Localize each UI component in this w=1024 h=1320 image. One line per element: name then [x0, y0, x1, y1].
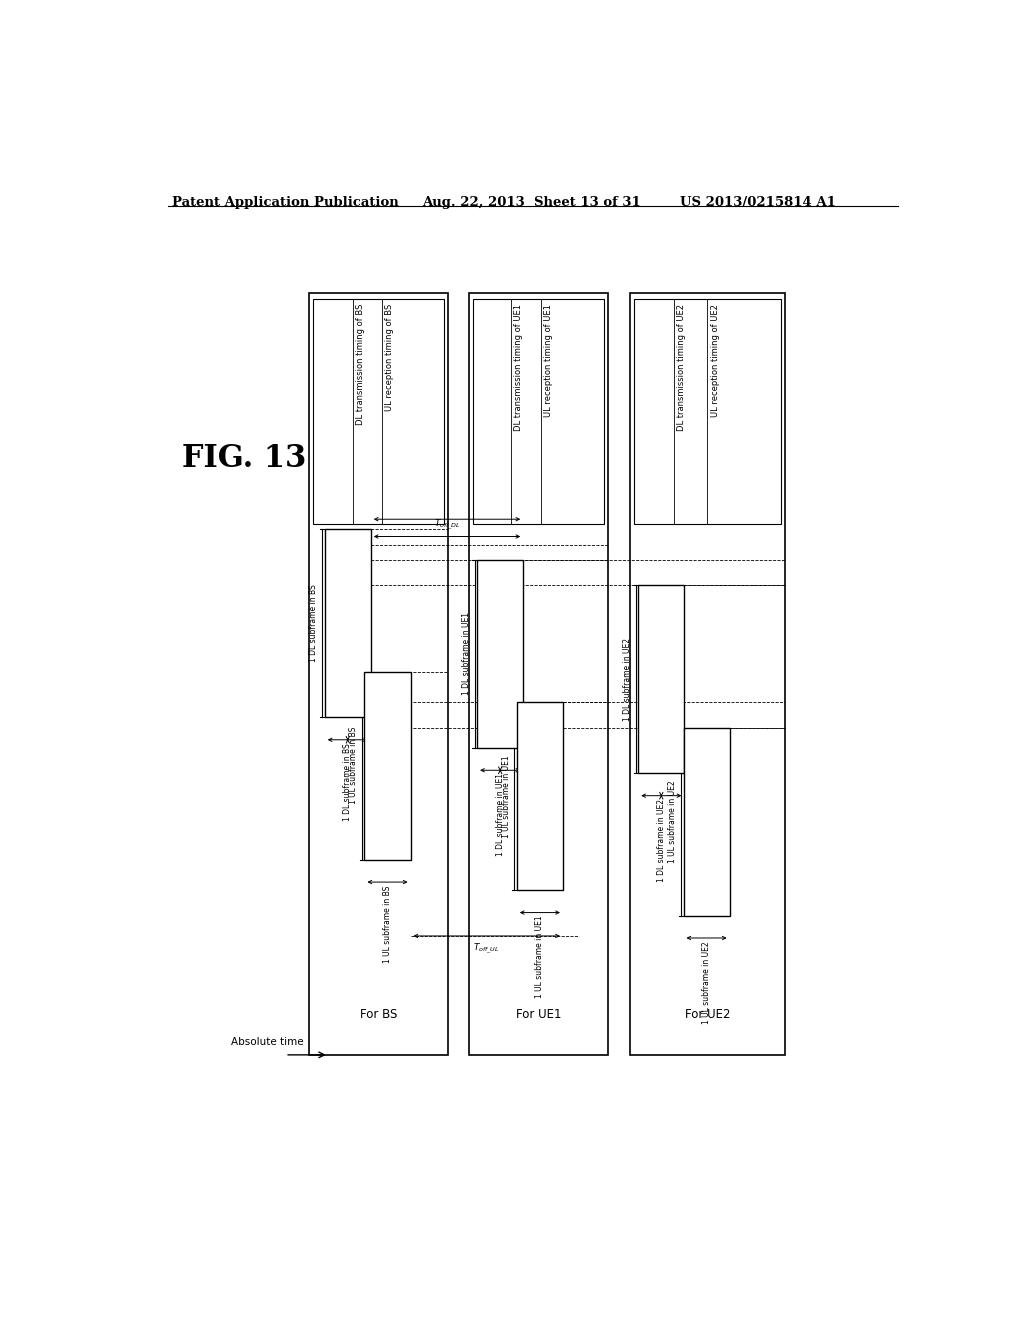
- Text: UL reception timing of BS: UL reception timing of BS: [385, 304, 394, 411]
- Bar: [634, 298, 781, 524]
- Text: FIG. 13: FIG. 13: [182, 444, 306, 474]
- Text: 1 DL subframe in BS: 1 DL subframe in BS: [343, 743, 352, 821]
- Text: UL reception timing of UE1: UL reception timing of UE1: [544, 304, 553, 417]
- Text: 1 UL subframe in UE1: 1 UL subframe in UE1: [536, 916, 545, 998]
- Text: 1 DL subframe in UE1: 1 DL subframe in UE1: [462, 612, 471, 696]
- Bar: [477, 560, 523, 748]
- Text: DL transmission timing of UE2: DL transmission timing of UE2: [677, 304, 686, 430]
- Text: DL transmission timing of BS: DL transmission timing of BS: [355, 304, 365, 425]
- Text: For UE1: For UE1: [516, 1007, 561, 1020]
- Bar: [365, 672, 411, 859]
- Bar: [473, 298, 604, 524]
- Text: 1 UL subframe in BS: 1 UL subframe in BS: [349, 727, 358, 804]
- Text: 1 DL subframe in BS: 1 DL subframe in BS: [309, 585, 318, 663]
- Text: 1 UL subframe in UE2: 1 UL subframe in UE2: [702, 941, 711, 1023]
- Text: 1 DL subframe in UE2: 1 DL subframe in UE2: [623, 638, 632, 721]
- Text: Absolute time: Absolute time: [231, 1036, 304, 1047]
- Bar: [313, 298, 443, 524]
- Text: 1 DL subframe in UE1: 1 DL subframe in UE1: [496, 774, 505, 857]
- Bar: [325, 529, 371, 718]
- Text: 1 UL subframe in BS: 1 UL subframe in BS: [383, 886, 392, 962]
- Text: $T_{off\_DL}$: $T_{off\_DL}$: [433, 517, 461, 532]
- Text: 1 UL subframe in UE1: 1 UL subframe in UE1: [502, 755, 511, 837]
- Bar: [309, 293, 447, 1055]
- Text: For UE2: For UE2: [685, 1007, 730, 1020]
- Text: $T_{off\_UL}$: $T_{off\_UL}$: [473, 941, 500, 956]
- Text: Aug. 22, 2013  Sheet 13 of 31: Aug. 22, 2013 Sheet 13 of 31: [422, 195, 640, 209]
- Bar: [684, 727, 729, 916]
- Bar: [469, 293, 608, 1055]
- Text: UL reception timing of UE2: UL reception timing of UE2: [711, 304, 720, 417]
- Bar: [517, 702, 563, 890]
- Bar: [631, 293, 785, 1055]
- Text: US 2013/0215814 A1: US 2013/0215814 A1: [680, 195, 836, 209]
- Text: 1 DL subframe in UE2: 1 DL subframe in UE2: [656, 799, 666, 882]
- Bar: [638, 585, 684, 774]
- Text: 1 UL subframe in UE2: 1 UL subframe in UE2: [669, 780, 677, 863]
- Text: Patent Application Publication: Patent Application Publication: [172, 195, 398, 209]
- Text: DL transmission timing of UE1: DL transmission timing of UE1: [514, 304, 523, 430]
- Text: For BS: For BS: [359, 1007, 397, 1020]
